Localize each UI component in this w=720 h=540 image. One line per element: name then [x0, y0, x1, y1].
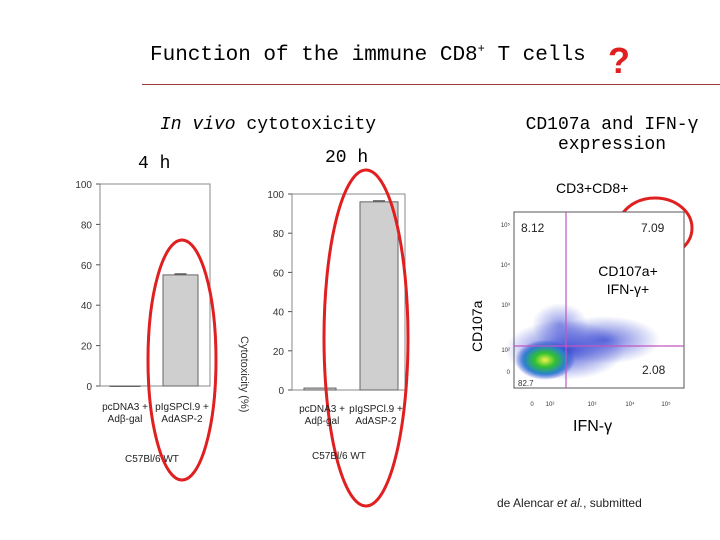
bar-1 [303, 387, 337, 391]
y-tick-label: 80 [81, 220, 93, 231]
time-20h-label: 20 h [325, 148, 369, 168]
y-tick-label: 20 [81, 342, 93, 353]
y-tick-label: 60 [273, 268, 285, 279]
slide-title: Function of the immune CD8+ T cells [150, 42, 586, 67]
chart4h-xlabel-2: pIgSPCl.9 + AdASP-2 [155, 402, 209, 425]
flow-scatter-dense [515, 340, 575, 380]
group-label-4h: C57Bl/6 WT [125, 454, 179, 465]
flow-heading: CD107a and IFN-γ expression [525, 115, 699, 155]
y-tick-label: 40 [81, 301, 93, 312]
time-4h-label: 4 h [138, 154, 171, 174]
flow-x-tick: 10⁵ [661, 401, 671, 408]
chart20h-xlabel-2: pIgSPCl.9 + AdASP-2 [349, 404, 403, 427]
flow-plot: 10⁵ 10⁴ 10³ 10² 0 0 10² 10³ 10⁴ 10⁵ [501, 211, 685, 408]
y-tick-label: 80 [273, 229, 285, 240]
quadrant-lower-right: 2.08 [642, 363, 666, 377]
flow-x-axis-label: IFN-γ [573, 418, 613, 435]
flow-y-tick: 10² [501, 348, 510, 354]
y-tick-label: 60 [81, 261, 93, 272]
y-tick-label: 0 [86, 382, 92, 393]
chart4h-xlabel-1: pcDNA3 + Adβ-gal [102, 402, 148, 425]
quadrant-upper-right: 7.09 [641, 221, 665, 235]
bar-1 [109, 385, 141, 387]
y-axis-label: Cytotoxicity (%) [238, 336, 250, 413]
chart-4h: 0 20 40 60 80 100 [75, 180, 211, 393]
flow-x-tick: 10² [546, 402, 555, 408]
chart-20h: 0 20 40 60 80 100 [267, 190, 406, 397]
flow-x-tick: 0 [530, 402, 534, 408]
quadrant-upper-left: 8.12 [521, 221, 545, 235]
highlight-ellipse-4h [146, 238, 218, 482]
flow-x-tick: 10⁴ [625, 401, 635, 408]
y-tick-label: 20 [273, 347, 285, 358]
highlight-ellipse-20h [322, 168, 410, 508]
quadrant-lower-left: 82.7 [518, 379, 534, 388]
y-tick-label: 40 [273, 308, 285, 319]
question-mark: ? [608, 40, 630, 81]
y-tick-label: 100 [75, 180, 92, 191]
bar-2 [359, 201, 399, 391]
chart-frame [291, 193, 406, 391]
flow-y-axis-label: CD107a [469, 300, 485, 352]
y-tick-label: 100 [267, 190, 284, 201]
title-divider [142, 84, 720, 85]
group-label-20h: C57Bl/6 WT [312, 451, 366, 462]
flow-y-tick: 10³ [501, 303, 510, 309]
flow-y-tick: 0 [507, 370, 511, 376]
bar-2 [162, 274, 199, 387]
y-tick-label: 0 [278, 386, 284, 397]
flow-y-tick: 10⁴ [501, 262, 511, 269]
gate-label: CD3+CD8+ [556, 180, 629, 196]
chart20h-xlabel-1: pcDNA3 + Adβ-gal [299, 404, 345, 427]
cytotoxicity-heading: In vivo cytotoxicity [160, 115, 377, 135]
double-positive-callout: CD107a+ IFN-γ+ [586, 262, 670, 298]
citation: de Alencar et al., submitted [497, 496, 642, 510]
flow-x-tick: 10³ [588, 402, 597, 408]
flow-y-tick: 10⁵ [501, 222, 511, 229]
